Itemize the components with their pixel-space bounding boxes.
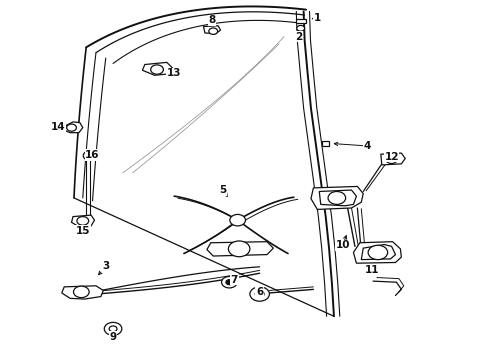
Polygon shape (72, 215, 95, 227)
Circle shape (109, 326, 117, 332)
Text: 7: 7 (231, 275, 238, 285)
Polygon shape (381, 153, 405, 165)
Polygon shape (296, 19, 306, 23)
Polygon shape (62, 286, 103, 299)
Circle shape (230, 215, 245, 226)
Circle shape (77, 217, 89, 225)
Circle shape (297, 26, 305, 31)
Text: 1: 1 (314, 13, 321, 23)
Polygon shape (353, 242, 401, 263)
Text: 2: 2 (295, 32, 302, 41)
Circle shape (228, 241, 250, 257)
Circle shape (250, 287, 270, 301)
Polygon shape (311, 186, 363, 210)
Circle shape (226, 280, 233, 285)
Polygon shape (207, 242, 273, 256)
Polygon shape (143, 62, 172, 75)
Polygon shape (203, 26, 220, 34)
Text: 10: 10 (336, 240, 350, 250)
Polygon shape (322, 140, 329, 146)
Circle shape (83, 151, 96, 160)
Circle shape (67, 124, 76, 131)
Text: 6: 6 (256, 287, 263, 297)
Text: 16: 16 (85, 150, 100, 160)
Circle shape (209, 28, 218, 35)
Text: 8: 8 (208, 15, 216, 26)
Text: 15: 15 (75, 226, 90, 236)
Text: 12: 12 (384, 152, 399, 162)
Circle shape (328, 192, 345, 204)
Circle shape (255, 291, 264, 297)
Circle shape (87, 153, 93, 158)
Circle shape (368, 245, 388, 260)
Polygon shape (361, 244, 395, 260)
Circle shape (386, 155, 397, 163)
Text: 4: 4 (364, 141, 371, 151)
Text: 5: 5 (220, 185, 227, 195)
Text: 13: 13 (167, 68, 181, 78)
Polygon shape (319, 190, 356, 206)
Text: 14: 14 (51, 122, 66, 132)
Circle shape (74, 286, 89, 298)
Polygon shape (63, 122, 83, 133)
Circle shape (221, 276, 237, 288)
Circle shape (151, 65, 163, 74)
Circle shape (104, 322, 122, 335)
Text: 9: 9 (109, 332, 117, 342)
Text: 11: 11 (365, 265, 379, 275)
Text: 3: 3 (102, 261, 109, 271)
